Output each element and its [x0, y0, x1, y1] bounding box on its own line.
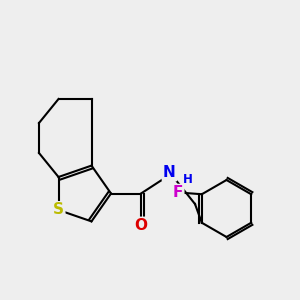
Text: N: N [163, 165, 176, 180]
Text: F: F [172, 185, 183, 200]
Text: S: S [53, 202, 64, 217]
Text: O: O [134, 218, 148, 233]
Text: H: H [183, 173, 192, 186]
